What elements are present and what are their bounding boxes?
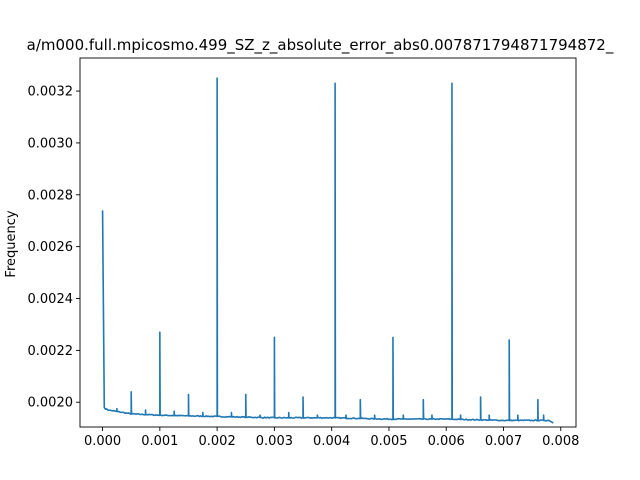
axes: 0.000 0.001 0.002 0.003 0.004 0.005 0.006 0.007… xyxy=(28,57,579,449)
plot-frame xyxy=(79,57,577,428)
chart-title: a/m000.full.mpicosmo.499_SZ_z_absolute_e… xyxy=(27,36,614,55)
x-tick-label-3: 0.003 xyxy=(256,434,293,449)
y-tick-label-1: 0.0022 xyxy=(28,344,74,359)
y-axis-label: Frequency xyxy=(4,210,19,277)
x-tick-label-0: 0.000 xyxy=(84,434,121,449)
y-tick-label-4: 0.0028 xyxy=(28,188,74,203)
x-tick-label-5: 0.005 xyxy=(370,434,407,449)
x-tick-label-6: 0.006 xyxy=(428,434,465,449)
x-tick-label-4: 0.004 xyxy=(313,434,350,449)
y-tick-label-6: 0.0032 xyxy=(28,85,74,100)
x-tick-label-8: 0.008 xyxy=(542,434,579,449)
y-tick-label-3: 0.0026 xyxy=(28,240,74,255)
y-tick-label-2: 0.0024 xyxy=(28,292,74,307)
y-tick-label-5: 0.0030 xyxy=(28,136,74,151)
y-tick-label-0: 0.0020 xyxy=(28,396,74,411)
x-tick-label-7: 0.007 xyxy=(485,434,522,449)
x-tick-label-2: 0.002 xyxy=(199,434,236,449)
x-tick-label-1: 0.001 xyxy=(141,434,178,449)
series-line xyxy=(101,77,554,424)
